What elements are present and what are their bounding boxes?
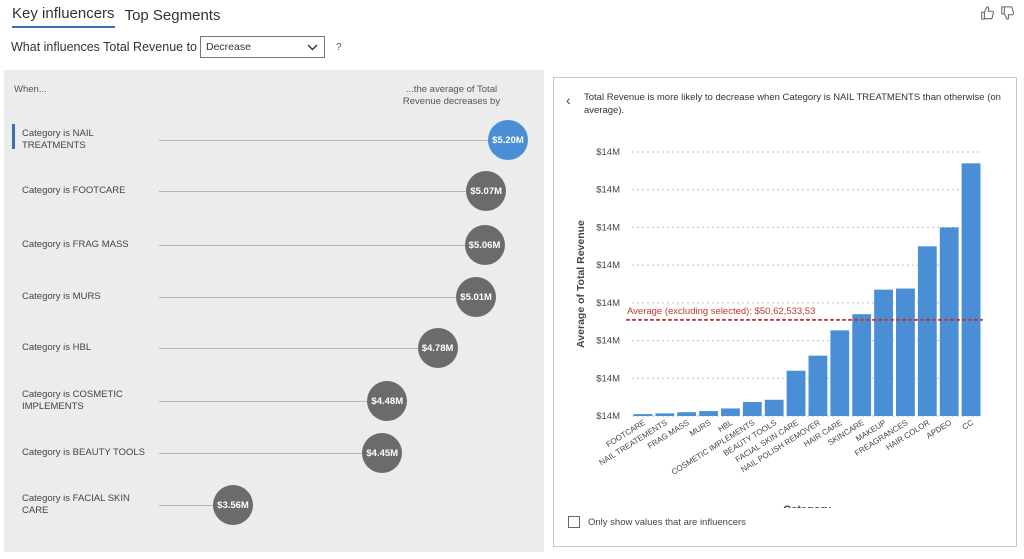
- x-tick-label: CC: [961, 418, 976, 432]
- average-header: ...the average of Total Revenue decrease…: [402, 84, 501, 107]
- influencer-line: [159, 191, 467, 192]
- influencer-bubble[interactable]: $5.07M: [466, 171, 507, 211]
- y-tick-label: $14M: [596, 185, 620, 196]
- bar: [808, 355, 828, 416]
- bar: [786, 370, 806, 416]
- influencers-only-label: Only show values that are influencers: [588, 516, 746, 528]
- detail-title: Total Revenue is more likely to decrease…: [584, 92, 1001, 116]
- bar: [764, 399, 784, 416]
- influencer-line: [159, 505, 213, 506]
- thumbs-down-icon[interactable]: [1000, 6, 1014, 20]
- x-tick-label: MURS: [688, 418, 713, 438]
- bar: [699, 411, 718, 416]
- back-chevron-icon[interactable]: ‹: [566, 92, 571, 108]
- bar: [939, 227, 959, 416]
- detail-panel: ‹ Total Revenue is more likely to decrea…: [553, 77, 1017, 547]
- feedback-buttons: [980, 6, 1014, 20]
- influencer-line: [159, 348, 418, 349]
- direction-selected-value: Decrease: [206, 41, 251, 53]
- y-tick-label: $14M: [596, 222, 620, 233]
- influencer-row[interactable]: Category is NAIL TREATMENTS $5.20M: [4, 118, 544, 162]
- bar: [852, 314, 872, 416]
- x-tick-label: APDEO: [925, 418, 954, 440]
- bar: [721, 408, 740, 416]
- influencer-row[interactable]: Category is BEAUTY TOOLS $4.45M: [4, 431, 544, 475]
- bar: [917, 246, 937, 416]
- influencer-row[interactable]: Category is HBL $4.78M: [4, 326, 544, 370]
- influencer-row[interactable]: Category is MURS $5.01M: [4, 275, 544, 319]
- bar: [874, 289, 893, 416]
- influencer-line: [159, 401, 368, 402]
- influencer-row[interactable]: Category is FRAG MASS $5.06M: [4, 223, 544, 267]
- influencer-line: [159, 297, 457, 298]
- y-axis-title: Average of Total Revenue: [575, 220, 587, 348]
- influencer-label[interactable]: Category is MURS: [22, 291, 101, 302]
- question-row: What influences Total Revenue to Decreas…: [11, 36, 342, 58]
- influencer-bubble[interactable]: $5.20M: [488, 120, 528, 160]
- influencer-label[interactable]: Category is FACIAL SKIN CARE: [22, 493, 130, 516]
- bar: [896, 288, 915, 416]
- influencer-bubble[interactable]: $4.45M: [362, 433, 403, 473]
- influencer-line: [159, 140, 488, 141]
- influencer-bubble[interactable]: $3.56M: [213, 485, 253, 525]
- question-label: What influences Total Revenue to: [11, 40, 197, 54]
- influencers-only-toggle: Only show values that are influencers: [568, 516, 746, 528]
- influencer-bubble[interactable]: $4.48M: [367, 381, 408, 421]
- influencer-label[interactable]: Category is NAIL TREATMENTS: [22, 128, 94, 151]
- influencer-bubble[interactable]: $5.06M: [464, 225, 505, 265]
- y-tick-label: $14M: [596, 373, 620, 384]
- y-tick-label: $14M: [596, 336, 620, 347]
- thumbs-up-icon[interactable]: [980, 6, 994, 20]
- tab-top-segments[interactable]: Top Segments: [124, 7, 221, 24]
- influencer-label[interactable]: Category is COSMETIC IMPLEMENTS: [22, 389, 123, 412]
- when-header: When...: [14, 84, 47, 95]
- influencers-panel: When... ...the average of Total Revenue …: [4, 70, 544, 552]
- bar: [655, 413, 675, 416]
- influencers-only-checkbox[interactable]: [568, 516, 580, 528]
- tab-key-influencers[interactable]: Key influencers: [12, 5, 115, 28]
- category-bar-chart: $14M $14M $14M $14M $14M $14M $14M $14M Average …: [575, 147, 983, 508]
- bar: [961, 163, 981, 416]
- average-label: Average (excluding selected): $50,62,533…: [627, 306, 815, 317]
- help-icon[interactable]: ?: [336, 41, 342, 53]
- influencer-row[interactable]: Category is COSMETIC IMPLEMENTS $4.48M: [4, 379, 544, 423]
- influencer-label[interactable]: Category is BEAUTY TOOLS: [22, 447, 146, 458]
- y-tick-label: $14M: [596, 147, 620, 158]
- influencer-bubble[interactable]: $5.01M: [456, 277, 497, 317]
- bar: [677, 412, 697, 416]
- influencer-row[interactable]: Category is FOOTCARE $5.07M: [4, 169, 544, 213]
- influencer-row[interactable]: Category is FACIAL SKIN CARE $3.56M: [4, 483, 544, 527]
- direction-dropdown[interactable]: Decrease: [200, 36, 325, 58]
- bar: [633, 414, 653, 416]
- influencer-label[interactable]: Category is HBL: [22, 342, 92, 353]
- bar: [830, 330, 850, 416]
- influencer-line: [159, 245, 465, 246]
- influencer-label[interactable]: Category is FOOTCARE: [22, 185, 126, 196]
- y-tick-label: $14M: [596, 411, 620, 422]
- tab-bar: Key influencers Top Segments: [12, 4, 220, 28]
- x-axis-title: Category: [783, 504, 832, 508]
- influencer-label[interactable]: Category is FRAG MASS: [22, 239, 129, 250]
- influencer-line: [159, 453, 363, 454]
- bar: [742, 402, 762, 416]
- y-tick-label: $14M: [596, 298, 620, 309]
- selected-marker: [12, 124, 15, 149]
- chevron-down-icon: [307, 44, 318, 50]
- influencer-bubble[interactable]: $4.78M: [417, 328, 458, 368]
- y-tick-label: $14M: [596, 260, 620, 271]
